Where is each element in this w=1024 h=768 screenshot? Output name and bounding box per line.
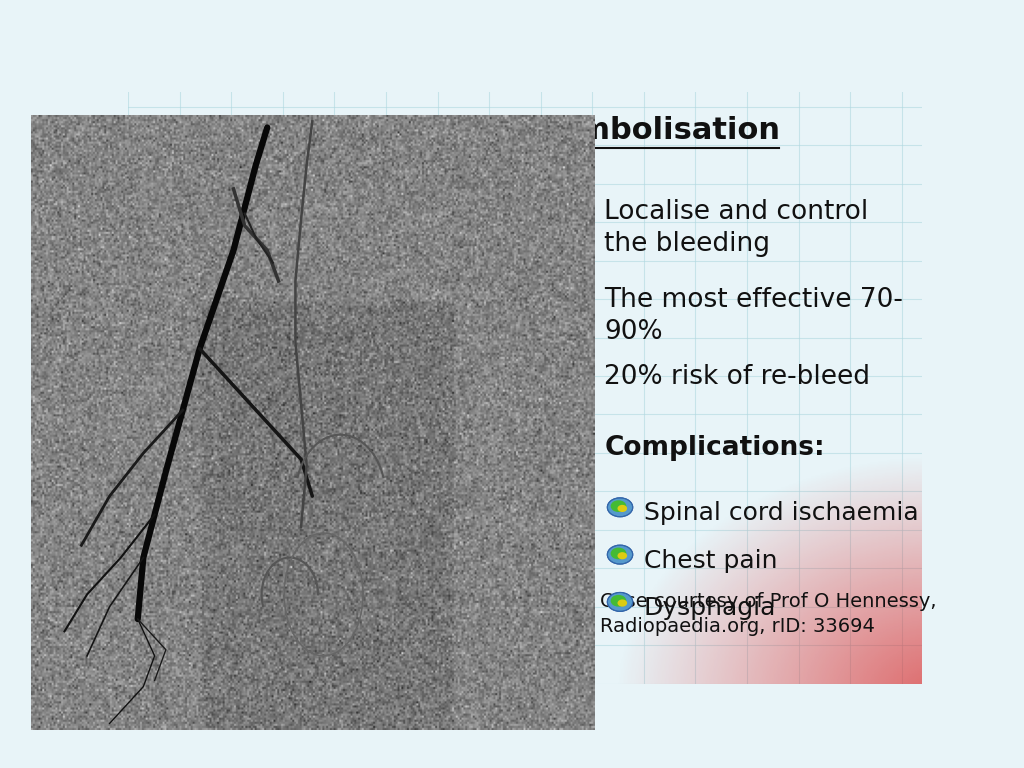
Circle shape bbox=[556, 283, 589, 309]
Text: Bronchial artery embolisation: Bronchial artery embolisation bbox=[269, 116, 780, 145]
Circle shape bbox=[607, 592, 633, 611]
Circle shape bbox=[569, 370, 582, 379]
Circle shape bbox=[607, 498, 633, 517]
Text: The most effective 70-
90%: The most effective 70- 90% bbox=[604, 287, 903, 346]
Circle shape bbox=[617, 600, 627, 607]
Text: Spinal cord ischaemia: Spinal cord ischaemia bbox=[644, 502, 919, 525]
Circle shape bbox=[556, 195, 589, 220]
Text: 20% risk of re-bleed: 20% risk of re-bleed bbox=[604, 364, 870, 390]
Text: Complications:: Complications: bbox=[604, 435, 824, 461]
Circle shape bbox=[617, 552, 627, 559]
Text: Localise and control
the bleeding: Localise and control the bleeding bbox=[604, 199, 868, 257]
Circle shape bbox=[556, 361, 589, 386]
Circle shape bbox=[560, 364, 581, 379]
Circle shape bbox=[556, 432, 589, 456]
Circle shape bbox=[610, 548, 627, 559]
Circle shape bbox=[569, 441, 582, 450]
Circle shape bbox=[610, 500, 627, 512]
Circle shape bbox=[560, 287, 581, 303]
Circle shape bbox=[610, 595, 627, 607]
Text: Case courtesy of Prof O Hennessy,
Radiopaedia.org, rID: 33694: Case courtesy of Prof O Hennessy, Radiop… bbox=[600, 592, 937, 636]
Circle shape bbox=[617, 505, 627, 512]
Text: Dysphagia: Dysphagia bbox=[644, 596, 776, 620]
Circle shape bbox=[560, 198, 581, 214]
Circle shape bbox=[560, 435, 581, 450]
Circle shape bbox=[569, 293, 582, 303]
Text: Chest pain: Chest pain bbox=[644, 548, 777, 573]
Circle shape bbox=[569, 204, 582, 214]
Circle shape bbox=[607, 545, 633, 564]
